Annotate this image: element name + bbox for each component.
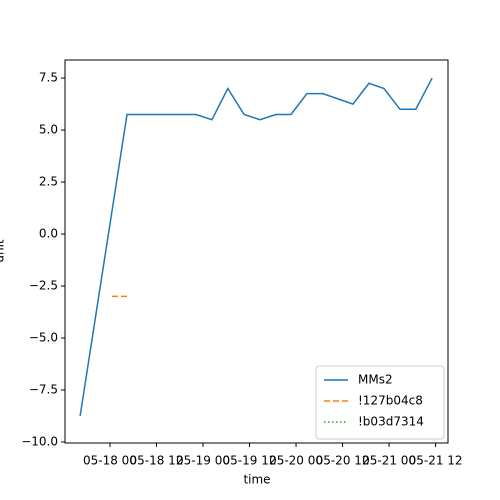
y-tick-label: 2.5 xyxy=(39,175,58,189)
y-tick-label: −2.5 xyxy=(29,279,58,293)
x-axis-label: time xyxy=(243,473,270,487)
y-tick-label: −10.0 xyxy=(21,434,58,448)
x-tick-label: 05-19 12 xyxy=(223,454,277,468)
y-axis-label: unit xyxy=(0,239,7,263)
x-tick-label: 05-20 12 xyxy=(316,454,370,468)
line-series xyxy=(79,77,433,417)
legend-label: MMs2 xyxy=(358,373,393,387)
axes-frame xyxy=(64,59,449,444)
legend-label: !127b04c8 xyxy=(358,394,423,408)
y-tick-label: 5.0 xyxy=(39,123,58,137)
legend-label: !b03d7314 xyxy=(358,415,424,429)
y-tick-label: −5.0 xyxy=(29,330,58,344)
y-tick-label: 0.0 xyxy=(39,227,58,241)
x-tick-label: 05-19 00 xyxy=(176,454,230,468)
x-tick-label: 05-20 00 xyxy=(269,454,323,468)
x-tick-label: 05-21 00 xyxy=(362,454,416,468)
y-tick-label: −7.5 xyxy=(29,382,58,396)
x-tick-label: 05-18 00 xyxy=(83,454,137,468)
x-tick-label: 05-18 12 xyxy=(130,454,184,468)
y-tick-label: 7.5 xyxy=(39,71,58,85)
x-tick-label: 05-21 12 xyxy=(409,454,463,468)
legend-box xyxy=(315,365,445,440)
